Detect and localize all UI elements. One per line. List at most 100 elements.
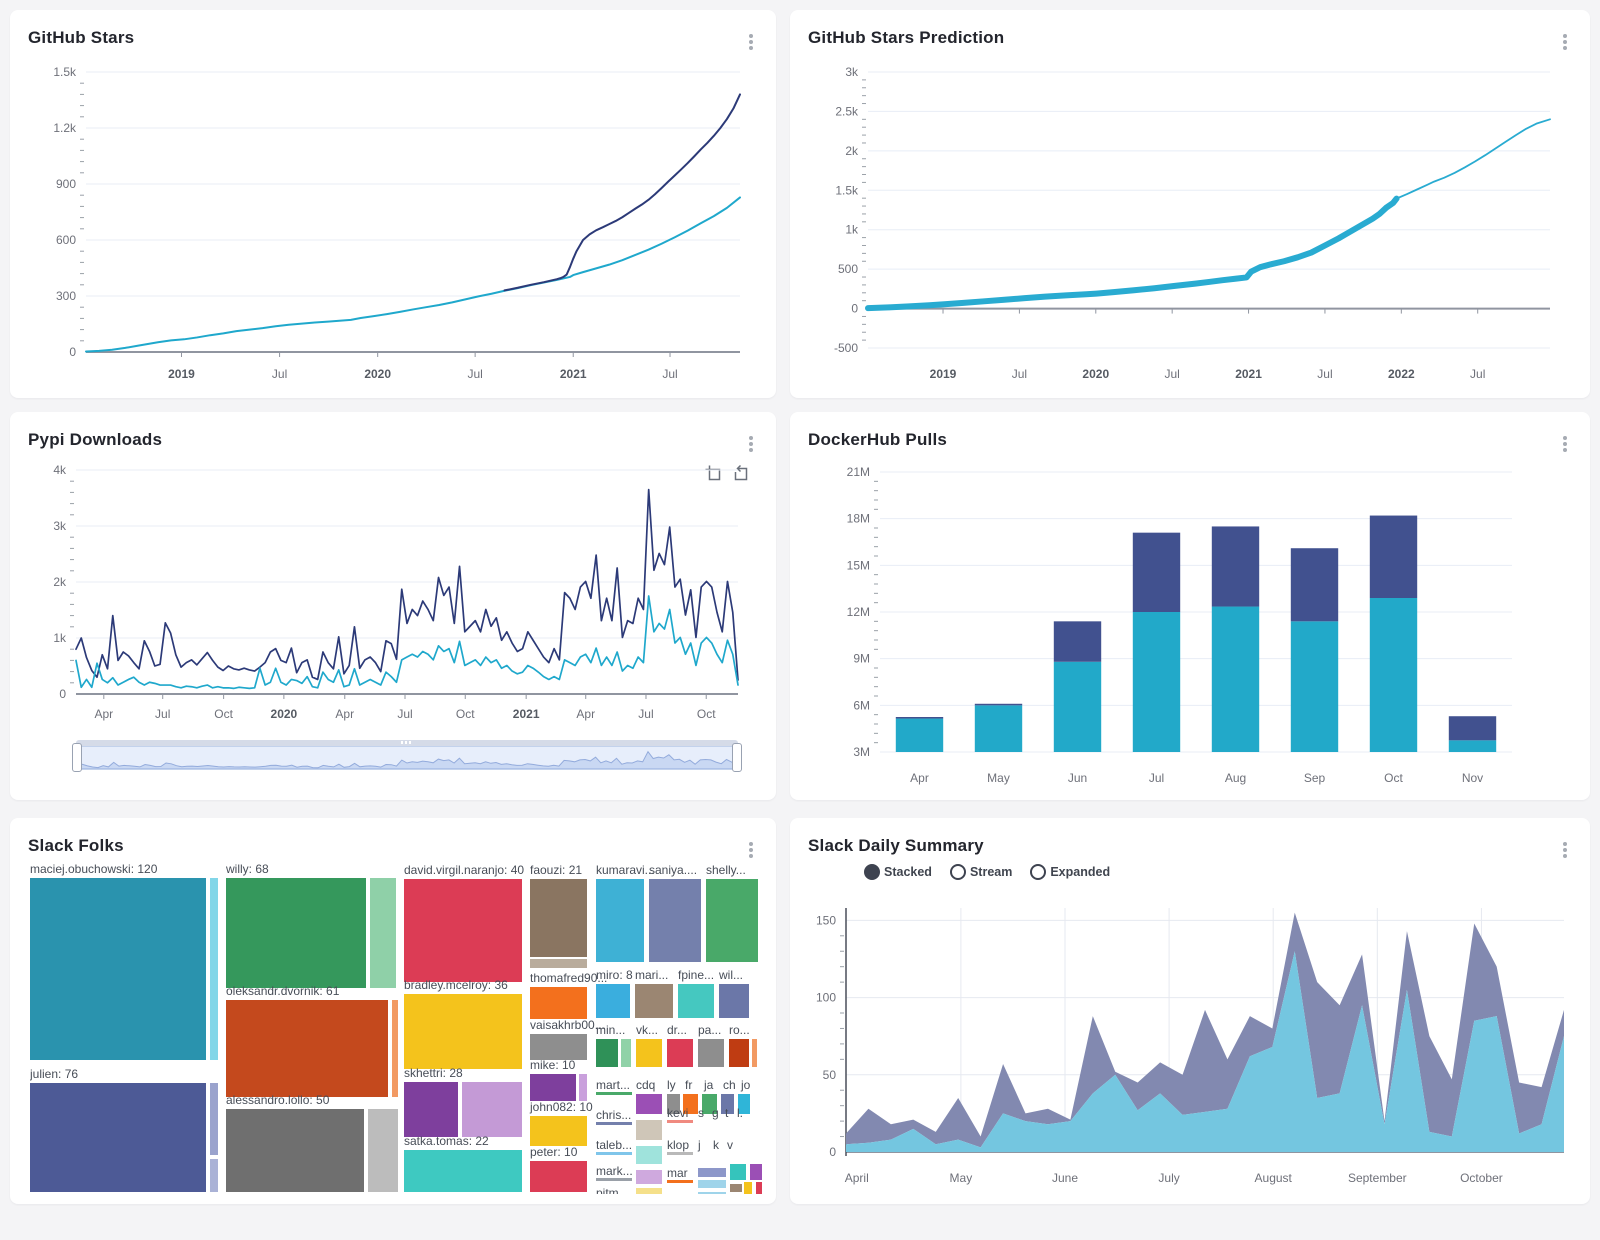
svg-text:August: August <box>1255 1171 1293 1185</box>
treemap-cell[interactable] <box>530 987 587 1019</box>
treemap-mini-cell[interactable] <box>596 1092 632 1095</box>
treemap-cell[interactable] <box>752 1039 757 1067</box>
treemap-label: maciej.obuchowski: 120 <box>30 862 158 876</box>
treemap-cell[interactable] <box>636 1146 662 1164</box>
treemap-cell[interactable] <box>30 878 206 1060</box>
treemap-cell[interactable] <box>721 1094 734 1114</box>
treemap-cell[interactable] <box>698 1180 726 1188</box>
dockerhub-pulls-chart[interactable]: 3M 6M 9M 12M 15M 18M 21M Apr May Jun Jul Aug Sep Oct N… <box>802 456 1578 792</box>
more-menu-icon[interactable] <box>1558 840 1572 862</box>
treemap-cell[interactable] <box>530 1034 587 1060</box>
treemap-cell[interactable] <box>226 1000 388 1097</box>
treemap-cell[interactable] <box>596 879 644 962</box>
treemap-cell[interactable] <box>750 1164 762 1180</box>
treemap-label: ch <box>723 1078 736 1092</box>
github-stars-prediction-chart[interactable]: -500 0 500 1k 1.5k 2k 2.5k 3k 2019 Jul 2020 Jul 2021… <box>802 58 1578 388</box>
treemap-cell[interactable] <box>210 1159 218 1192</box>
treemap-cell[interactable] <box>698 1192 726 1194</box>
treemap-cell[interactable] <box>635 984 673 1018</box>
treemap-cell[interactable] <box>729 1039 749 1067</box>
treemap-cell[interactable] <box>462 1082 522 1137</box>
datazoom-right-handle[interactable] <box>732 743 742 772</box>
treemap-cell[interactable] <box>404 879 522 982</box>
svg-text:2020: 2020 <box>271 707 298 721</box>
treemap-cell[interactable] <box>392 1000 398 1097</box>
svg-text:Jul: Jul <box>638 707 653 721</box>
svg-text:0: 0 <box>851 302 858 316</box>
treemap-cell[interactable] <box>667 1094 680 1114</box>
treemap-cell[interactable] <box>702 1094 717 1114</box>
slack-daily-summary-chart[interactable]: 0 50 100 150 April May June July August September… <box>802 892 1578 1192</box>
treemap-label: oleksandr.dvornik: 61 <box>226 984 340 998</box>
more-menu-icon[interactable] <box>744 840 758 862</box>
treemap-cell[interactable] <box>596 984 630 1018</box>
svg-text:500: 500 <box>838 262 858 276</box>
more-menu-icon[interactable] <box>1558 434 1572 456</box>
treemap-label: pitm... <box>596 1186 629 1194</box>
treemap-cell[interactable] <box>636 1120 662 1140</box>
treemap-cell[interactable] <box>730 1164 746 1180</box>
treemap-label: shelly... <box>706 863 746 877</box>
more-menu-icon[interactable] <box>744 32 758 54</box>
svg-text:0: 0 <box>829 1145 836 1159</box>
treemap-cell[interactable] <box>636 1094 662 1114</box>
treemap-cell[interactable] <box>530 1074 576 1101</box>
restore-icon[interactable] <box>731 464 748 486</box>
treemap-cell[interactable] <box>649 879 701 962</box>
datazoom-left-handle[interactable] <box>72 743 82 772</box>
treemap-cell[interactable] <box>706 879 758 962</box>
treemap-cell[interactable] <box>370 878 396 988</box>
treemap-cell[interactable] <box>530 879 587 957</box>
legend-stacked[interactable]: Stacked <box>864 864 932 880</box>
treemap-cell[interactable] <box>210 1083 218 1155</box>
datazoom-move-handle[interactable] <box>76 740 738 746</box>
datazoom-track[interactable] <box>76 746 738 770</box>
treemap-cell[interactable] <box>30 1083 206 1192</box>
treemap-cell[interactable] <box>404 1150 522 1192</box>
treemap-cell[interactable] <box>210 878 218 1060</box>
treemap-cell[interactable] <box>698 1039 724 1067</box>
treemap-cell[interactable] <box>404 994 522 1069</box>
treemap-label: jo <box>741 1078 751 1092</box>
treemap-cell[interactable] <box>226 1109 364 1192</box>
svg-text:Jul: Jul <box>467 367 482 381</box>
treemap-cell[interactable] <box>683 1094 698 1114</box>
treemap-label: satka.tomas: 22 <box>404 1134 489 1148</box>
more-menu-icon[interactable] <box>744 434 758 456</box>
treemap-cell[interactable] <box>530 959 587 968</box>
datazoom-slider[interactable] <box>72 740 742 772</box>
treemap-cell[interactable] <box>719 984 749 1018</box>
treemap-mini-cell[interactable] <box>596 1122 632 1125</box>
treemap-cell[interactable] <box>744 1182 752 1194</box>
treemap-label: david.virgil.naranjo: 40 <box>404 863 525 877</box>
treemap-cell[interactable] <box>730 1184 742 1192</box>
treemap-cell[interactable] <box>530 1116 587 1146</box>
more-menu-icon[interactable] <box>1558 32 1572 54</box>
treemap-cell[interactable] <box>530 1161 587 1192</box>
treemap-cell[interactable] <box>579 1074 587 1101</box>
treemap-label: chris... <box>596 1108 632 1122</box>
treemap-cell[interactable] <box>667 1039 693 1067</box>
treemap-mini-cell[interactable] <box>667 1120 693 1123</box>
legend-stream[interactable]: Stream <box>949 864 1012 880</box>
treemap-cell[interactable] <box>596 1039 618 1067</box>
treemap-cell[interactable] <box>636 1039 662 1067</box>
legend-expanded[interactable]: Expanded <box>1030 864 1110 880</box>
treemap-cell[interactable] <box>698 1168 726 1177</box>
treemap-mini-cell[interactable] <box>596 1152 632 1155</box>
treemap-mini-cell[interactable] <box>667 1152 693 1155</box>
treemap-cell[interactable] <box>678 984 714 1018</box>
treemap-cell[interactable] <box>636 1170 662 1184</box>
github-stars-chart[interactable]: 0 300 600 900 1.2k 1.5k 2019 Jul 2020 Jul 2021 Jul <box>22 58 762 388</box>
treemap-cell[interactable] <box>368 1109 398 1192</box>
treemap-mini-cell[interactable] <box>596 1178 632 1181</box>
treemap-cell[interactable] <box>636 1188 662 1194</box>
treemap-mini-cell[interactable] <box>667 1180 693 1183</box>
treemap-cell[interactable] <box>404 1082 458 1137</box>
treemap-cell[interactable] <box>756 1182 762 1194</box>
treemap-cell[interactable] <box>738 1094 750 1114</box>
treemap-cell[interactable] <box>226 878 366 988</box>
pypi-downloads-chart[interactable]: 0 1k 2k 3k 4k Apr Jul Oct 2020 Apr Jul Oct 2021 Apr Ju… <box>22 456 762 728</box>
treemap-cell[interactable] <box>621 1039 631 1067</box>
treemap-label: j <box>698 1138 701 1152</box>
